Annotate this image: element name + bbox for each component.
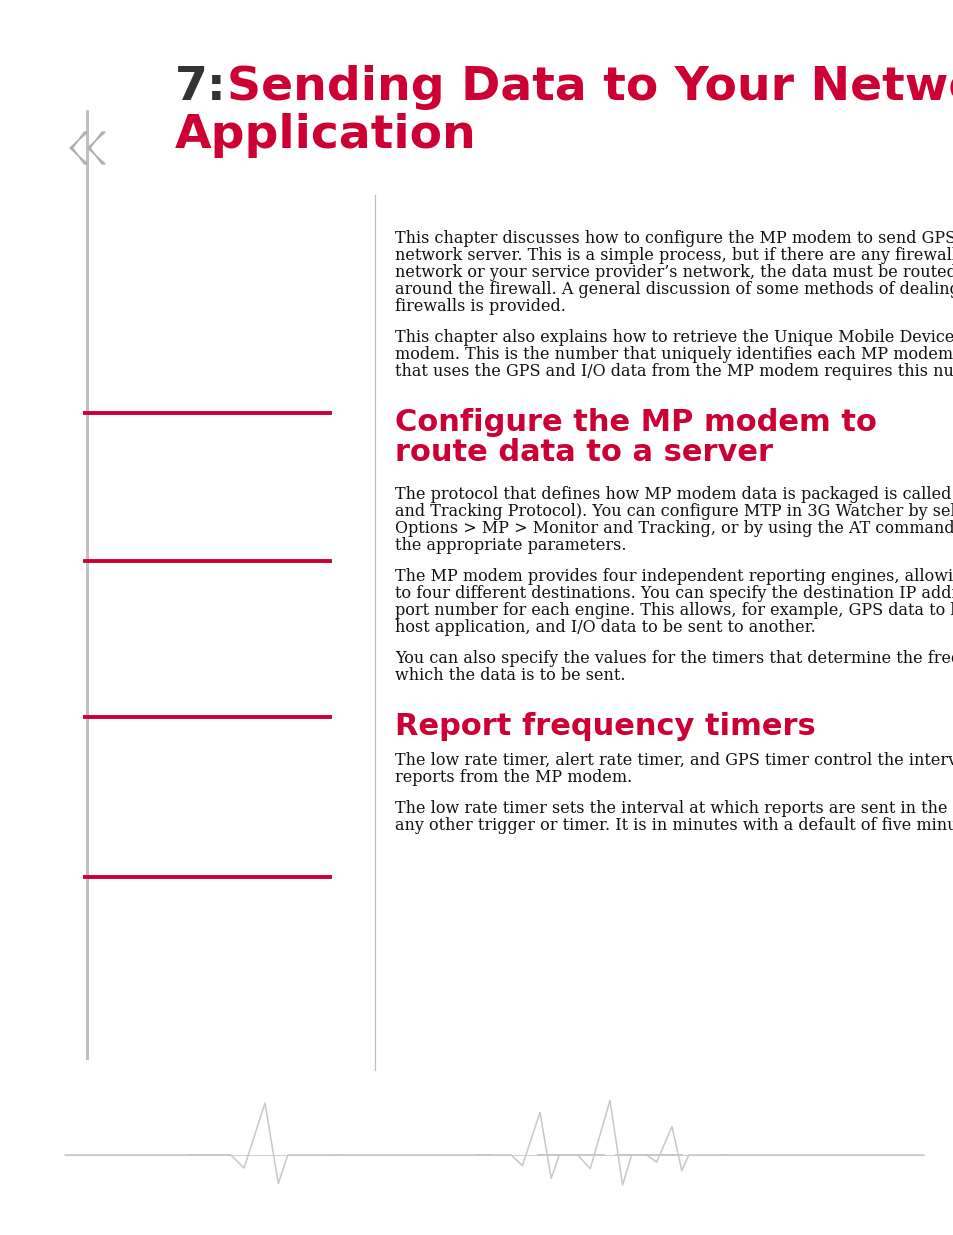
Text: The protocol that defines how MP modem data is packaged is called MTP (Monitorin: The protocol that defines how MP modem d… [395, 487, 953, 503]
Text: the appropriate parameters.: the appropriate parameters. [395, 537, 626, 555]
Text: and Tracking Protocol). You can configure MTP in 3G Watcher by selecting Tools >: and Tracking Protocol). You can configur… [395, 503, 953, 520]
Text: to four different destinations. You can specify the destination IP address and: to four different destinations. You can … [395, 585, 953, 601]
Text: which the data is to be sent.: which the data is to be sent. [395, 667, 625, 684]
Text: You can also specify the values for the timers that determine the frequency with: You can also specify the values for the … [395, 650, 953, 667]
Text: that uses the GPS and I/O data from the MP modem requires this number.: that uses the GPS and I/O data from the … [395, 363, 953, 380]
Polygon shape [70, 132, 88, 164]
Polygon shape [88, 132, 105, 164]
Text: any other trigger or timer. It is in minutes with a default of five minutes.: any other trigger or timer. It is in min… [395, 818, 953, 834]
Text: This chapter discusses how to configure the MP modem to send GPS and I/O data to: This chapter discusses how to configure … [395, 230, 953, 247]
Text: modem. This is the number that uniquely identifies each MP modem. Any applicatio: modem. This is the number that uniquely … [395, 346, 953, 363]
Text: network server. This is a simple process, but if there are any firewalls on your: network server. This is a simple process… [395, 247, 953, 264]
Text: firewalls is provided.: firewalls is provided. [395, 298, 565, 315]
Text: The low rate timer sets the interval at which reports are sent in the absence of: The low rate timer sets the interval at … [395, 800, 953, 818]
Text: This chapter also explains how to retrieve the Unique Mobile Device ID from the : This chapter also explains how to retrie… [395, 329, 953, 346]
Text: reports from the MP modem.: reports from the MP modem. [395, 769, 632, 785]
Text: The low rate timer, alert rate timer, and GPS timer control the interval between: The low rate timer, alert rate timer, an… [395, 752, 953, 769]
Text: route data to a server: route data to a server [395, 438, 772, 467]
Text: The MP modem provides four independent reporting engines, allowing data to be se: The MP modem provides four independent r… [395, 568, 953, 585]
Text: port number for each engine. This allows, for example, GPS data to be sent to on: port number for each engine. This allows… [395, 601, 953, 619]
Text: network or your service provider’s network, the data must be routed through or: network or your service provider’s netwo… [395, 264, 953, 282]
Text: Sending Data to Your Network: Sending Data to Your Network [227, 65, 953, 110]
Text: Configure the MP modem to: Configure the MP modem to [395, 408, 876, 437]
Text: Options > MP > Monitor and Tracking, or by using the AT command AT!MPMTCONF and: Options > MP > Monitor and Tracking, or … [395, 520, 953, 537]
Text: host application, and I/O data to be sent to another.: host application, and I/O data to be sen… [395, 619, 815, 636]
Text: around the firewall. A general discussion of some methods of dealing with: around the firewall. A general discussio… [395, 282, 953, 298]
Text: 7:: 7: [174, 65, 227, 110]
Bar [86, 110, 89, 1060]
Text: Application: Application [174, 112, 476, 158]
Text: Report frequency timers: Report frequency timers [395, 713, 815, 741]
